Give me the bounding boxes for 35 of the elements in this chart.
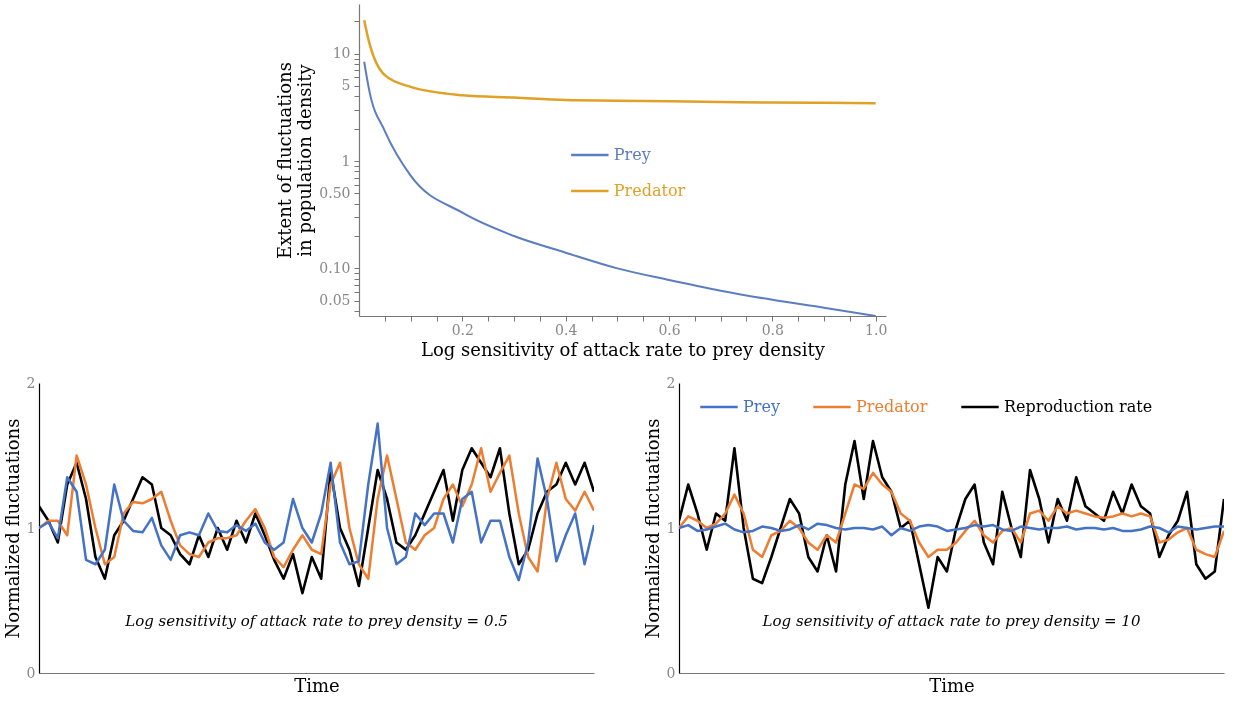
y-axis-title: Normalized fluctuations <box>1 418 23 639</box>
annotation: Log sensitivity of attack rate to prey density = 10 <box>761 611 1141 630</box>
y-tick-label: 1 <box>666 519 676 536</box>
x-tick-label: 0.8 <box>761 321 784 338</box>
line-series <box>679 522 1224 537</box>
y-tick-label: 0.10 <box>319 259 351 276</box>
y-tick-label: 0.05 <box>319 292 351 309</box>
line-series <box>363 60 877 316</box>
line-series <box>39 422 594 582</box>
y-axis-title: Extent of fluctuations in population density <box>274 62 316 259</box>
x-axis-title: Log sensitivity of attack rate to prey density <box>421 338 826 360</box>
y-axis-title: Normalized fluctuations <box>641 418 663 639</box>
x-axis-title: Time <box>294 674 340 696</box>
legend-label: Prey <box>743 397 780 416</box>
y-tick-label: 2 <box>26 374 36 391</box>
x-tick-label: 0.2 <box>451 321 474 338</box>
legend-label: Predator <box>613 181 686 201</box>
annotation: Log sensitivity of attack rate to prey density = 0.5 <box>124 611 508 630</box>
legend-label: Reproduction rate <box>1004 397 1153 416</box>
x-tick-label: 0.4 <box>555 321 578 338</box>
x-tick-label: 0.6 <box>658 321 681 338</box>
y-tick-label: 1 <box>26 519 36 536</box>
y-tick-label: 2 <box>666 374 676 391</box>
y-tick-label: 0 <box>666 664 676 681</box>
y-tick-label: 0.50 <box>319 184 351 201</box>
y-tick-label: 0 <box>26 664 36 681</box>
x-axis-title: Time <box>929 674 975 696</box>
line-series <box>679 471 1224 559</box>
y-tick-label: 1 <box>341 152 351 169</box>
y-tick-label: 10 <box>332 45 351 62</box>
x-tick-label: 1.0 <box>865 321 888 338</box>
y-tick-label: 5 <box>341 77 351 94</box>
line-series <box>362 18 877 105</box>
legend-label: Prey <box>613 145 651 165</box>
legend-label: Predator <box>856 397 928 416</box>
